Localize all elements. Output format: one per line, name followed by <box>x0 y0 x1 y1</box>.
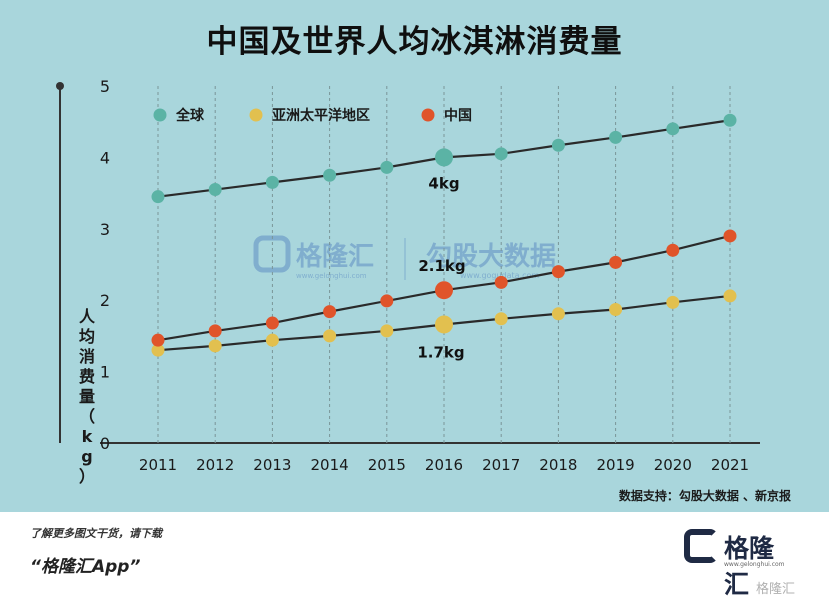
point-asia-pacific-2015 <box>380 324 394 338</box>
annotation-1.7kg: 1.7kg <box>417 343 464 361</box>
point-asia-pacific-2020 <box>666 295 680 309</box>
y-axis-cap-icon <box>56 82 64 90</box>
annotation-2.1kg: 2.1kg <box>418 257 465 275</box>
brand-logo: 格隆汇 www.gelonghui.com <box>684 527 794 599</box>
point-asia-pacific-2016 <box>435 315 453 334</box>
point-global-2011 <box>151 190 165 204</box>
point-china-2021 <box>723 229 737 243</box>
x-tick-2015: 2015 <box>368 456 406 474</box>
legend-marker-global <box>153 108 167 122</box>
point-china-2016 <box>435 281 453 300</box>
x-tick-2012: 2012 <box>196 456 234 474</box>
corner-watermark: 格隆汇 <box>756 582 796 597</box>
point-china-2011 <box>151 333 165 347</box>
point-global-2016 <box>435 148 453 167</box>
y-tick-0: 0 <box>100 434 110 453</box>
download-hint: 了解更多图文干货，请下载 <box>30 527 162 540</box>
brand-g-icon <box>684 529 718 563</box>
series-lines <box>151 113 737 357</box>
watermark-url2: www.gogudata.com <box>460 271 539 280</box>
x-tick-2016: 2016 <box>425 456 463 474</box>
y-tick-1: 1 <box>100 363 110 382</box>
legend-label-global: 全球 <box>175 107 205 124</box>
point-china-2018 <box>551 265 565 279</box>
y-axis-label: 人均消费量（ k g） <box>79 307 96 486</box>
legend-marker-asia-pacific <box>249 108 263 122</box>
legend-label-china: 中国 <box>444 107 472 124</box>
brand-name: 格隆汇 <box>724 534 775 599</box>
point-asia-pacific-2021 <box>723 289 737 303</box>
point-global-2014 <box>323 168 337 182</box>
watermark-name2: 勾股大数据 <box>426 242 556 272</box>
app-name[interactable]: “格隆汇App” <box>30 557 141 577</box>
legend-label-asia-pacific: 亚洲太平洋地区 <box>272 107 370 124</box>
line-chart: 格隆汇 www.gelonghui.com 勾股大数据 www.gogudata… <box>56 77 760 486</box>
point-asia-pacific-2011 <box>151 343 165 357</box>
watermark-name: 格隆汇 <box>296 241 374 272</box>
x-tick-2021: 2021 <box>711 456 749 474</box>
y-tick-5: 5 <box>100 77 110 96</box>
point-asia-pacific-2018 <box>551 307 565 321</box>
point-asia-pacific-2013 <box>265 333 279 347</box>
point-global-2018 <box>551 138 565 152</box>
watermark-url: www.gelonghui.com <box>296 272 367 280</box>
point-asia-pacific-2019 <box>609 302 623 316</box>
svg-text:人均消费量（kg）: 人均消费量（ k g） <box>79 307 96 486</box>
point-china-2017 <box>494 275 508 289</box>
point-china-2012 <box>208 324 222 338</box>
x-tick-labels: 2011 2012 2013 2014 2015 2016 2017 2018 2019 2020… <box>139 456 749 474</box>
brand-url: www.gelonghui.com <box>724 561 785 568</box>
y-tick-2: 2 <box>100 291 110 310</box>
point-asia-pacific-2014 <box>323 329 337 343</box>
x-tick-2017: 2017 <box>482 456 520 474</box>
point-asia-pacific-2012 <box>208 339 222 353</box>
point-global-2017 <box>494 147 508 161</box>
x-tick-2020: 2020 <box>654 456 692 474</box>
annotation-4kg: 4kg <box>428 174 459 192</box>
point-global-2021 <box>723 113 737 127</box>
y-tick-3: 3 <box>100 220 110 239</box>
legend-marker-china <box>421 108 435 122</box>
point-global-2019 <box>609 130 623 144</box>
watermark: 格隆汇 www.gelonghui.com 勾股大数据 www.gogudata… <box>253 235 556 280</box>
x-tick-2014: 2014 <box>311 456 349 474</box>
annotations: 4kg 2.1kg 1.7kg <box>417 174 465 361</box>
point-china-2015 <box>380 294 394 308</box>
x-tick-2018: 2018 <box>539 456 577 474</box>
x-tick-2013: 2013 <box>253 456 291 474</box>
point-global-2012 <box>208 183 222 197</box>
source-note: 数据支持：勾股大数据 、新京报 <box>618 489 791 503</box>
chart-panel <box>0 0 829 512</box>
point-global-2020 <box>666 122 680 136</box>
x-tick-2011: 2011 <box>139 456 177 474</box>
point-global-2015 <box>380 160 394 174</box>
legend: 全球 亚洲太平洋地区 中国 <box>153 107 472 124</box>
point-china-2013 <box>265 316 279 330</box>
point-china-2019 <box>609 255 623 269</box>
y-tick-4: 4 <box>100 148 110 167</box>
point-global-2013 <box>265 175 279 189</box>
y-tick-labels: 0 1 2 3 4 5 <box>100 77 110 453</box>
chart-title: 中国及世界人均冰淇淋消费量 <box>206 24 623 60</box>
x-tick-2019: 2019 <box>597 456 635 474</box>
point-china-2020 <box>666 243 680 257</box>
point-asia-pacific-2017 <box>494 312 508 326</box>
point-china-2014 <box>323 305 337 319</box>
